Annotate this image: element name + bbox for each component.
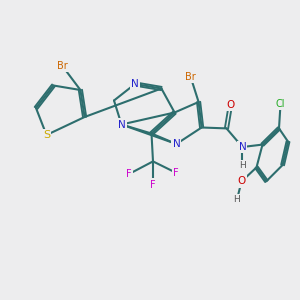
Text: F: F <box>126 169 132 179</box>
Text: F: F <box>173 167 178 178</box>
Text: H: H <box>239 161 246 170</box>
Text: Br: Br <box>185 71 196 82</box>
Text: F: F <box>150 179 156 190</box>
Text: H: H <box>234 195 240 204</box>
Text: N: N <box>131 79 139 89</box>
Text: O: O <box>237 176 246 187</box>
Text: Br: Br <box>57 61 68 71</box>
Text: O: O <box>226 100 235 110</box>
Text: S: S <box>43 130 50 140</box>
Text: N: N <box>238 142 246 152</box>
Text: Cl: Cl <box>276 99 285 110</box>
Text: N: N <box>118 119 125 130</box>
Text: N: N <box>172 139 180 149</box>
